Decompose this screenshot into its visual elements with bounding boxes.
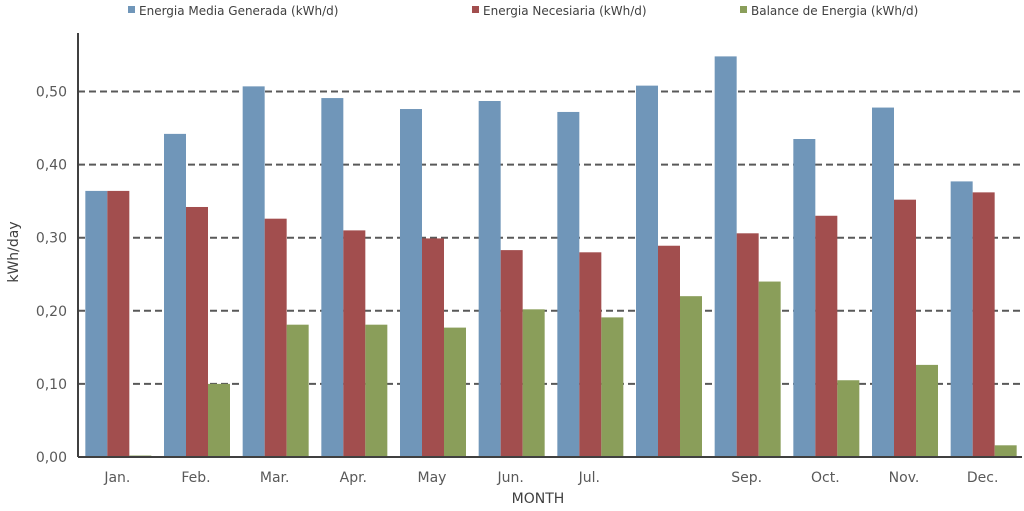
y-tick-labels: 0,00 0,10 0,20 0,30 0,40 0,50 xyxy=(36,84,67,466)
y-tick-label: 0,50 xyxy=(36,84,67,100)
bar-series-2 xyxy=(736,233,759,457)
bar-series-3 xyxy=(208,383,230,457)
x-axis-title: MONTH xyxy=(512,491,565,507)
bar-series-3 xyxy=(365,324,388,457)
legend-label: Balance de Energia (kWh/d) xyxy=(751,4,918,18)
x-tick-label: Dec. xyxy=(967,470,999,486)
x-tick-label: Jun. xyxy=(497,470,524,486)
y-tick-label: 0,30 xyxy=(36,231,67,247)
bar-series-2 xyxy=(500,250,523,457)
bar-series-3 xyxy=(916,364,938,457)
bar-series-2 xyxy=(894,199,916,458)
bar-series-1 xyxy=(400,109,422,457)
x-tick-label: Nov. xyxy=(889,470,920,486)
gridlines xyxy=(78,90,1022,385)
bar-series-3 xyxy=(837,380,860,457)
y-tick-label: 0,20 xyxy=(36,304,67,320)
bar-series-1 xyxy=(793,139,816,457)
x-tick-label: Jul. xyxy=(578,470,600,486)
bar-series-2 xyxy=(186,206,208,457)
x-tick-label: Mar. xyxy=(260,470,290,486)
x-tick-label: Apr. xyxy=(340,470,367,486)
x-tick-label: May xyxy=(418,470,447,486)
x-tick-labels: Jan. Feb. Mar. Apr. May Jun. Jul. Sep. Oct. Nov. D… xyxy=(103,470,998,486)
bar-series-1 xyxy=(321,98,344,457)
bar-series-3 xyxy=(286,324,309,457)
legend-swatch xyxy=(128,6,135,13)
bar-series-1 xyxy=(636,85,658,457)
bar-series-1 xyxy=(242,86,265,458)
bar-series-2 xyxy=(658,245,680,457)
bar-series-2 xyxy=(972,192,995,457)
bar-series-2 xyxy=(579,252,602,457)
y-axis-title: kWh/day xyxy=(6,221,22,282)
bar-series-1 xyxy=(478,100,501,457)
bar-series-2 xyxy=(815,215,838,457)
legend-label: Energia Media Generada (kWh/d) xyxy=(139,4,338,18)
legend: Energia Media Generada (kWh/d) Energia Ne… xyxy=(128,4,918,18)
bar-series-1 xyxy=(164,133,186,457)
bar-series-3 xyxy=(680,296,702,457)
y-tick-label: 0,40 xyxy=(36,158,67,174)
x-tick-label: Oct. xyxy=(811,470,840,486)
legend-label: Energia Necesiaria (kWh/d) xyxy=(483,4,647,18)
axes xyxy=(77,33,1022,458)
bar-series-2 xyxy=(422,238,444,457)
bar-series-1 xyxy=(85,190,108,457)
legend-swatch xyxy=(472,6,479,13)
bar-series-1 xyxy=(557,111,580,457)
y-tick-label: 0,10 xyxy=(36,377,67,393)
x-tick-label: Sep. xyxy=(731,470,762,486)
bar-series-3 xyxy=(758,281,781,457)
x-tick-label: Jan. xyxy=(103,470,130,486)
legend-swatch xyxy=(740,6,747,13)
bar-series-2 xyxy=(343,230,366,457)
bars xyxy=(85,56,1017,458)
bar-series-3 xyxy=(444,327,466,457)
bar-series-1 xyxy=(872,107,894,457)
bar-series-1 xyxy=(714,56,737,458)
bar-series-3 xyxy=(522,309,545,457)
bar-series-1 xyxy=(950,181,973,457)
y-tick-label: 0,00 xyxy=(36,450,67,466)
bar-series-2 xyxy=(264,218,287,457)
bar-series-2 xyxy=(107,190,130,457)
bar-series-3 xyxy=(994,445,1017,457)
bar-series-3 xyxy=(601,317,624,457)
x-tick-label: Feb. xyxy=(181,470,210,486)
